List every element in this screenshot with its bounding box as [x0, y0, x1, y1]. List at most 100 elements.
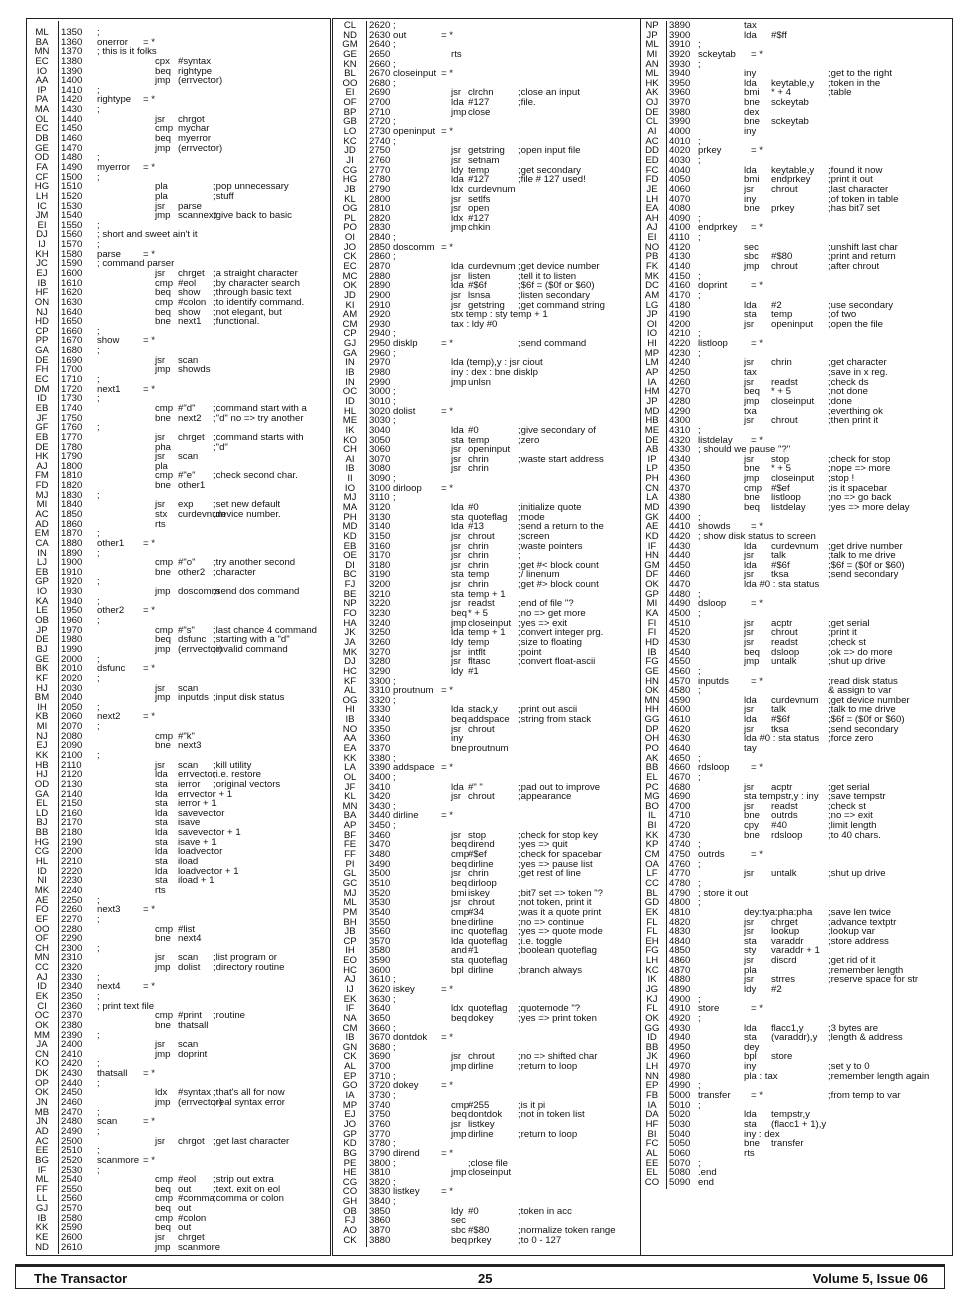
comment: ;give secondary of [518, 424, 596, 436]
line-number: 2940 [369, 328, 391, 340]
code-line: BI 4720 cpy #40 ;limit length [641, 821, 952, 831]
code-line: OG 2810 jsr open [333, 204, 640, 214]
listing-column-3: NP 3890 tax JP 3900 lda #$ff ML 3910; MI 3920 sckey… [640, 18, 953, 1256]
checksum: BI [647, 1128, 657, 1140]
comment: ;normalize token range [518, 1225, 616, 1236]
line-number: 2750 [369, 145, 391, 157]
opcode: iny [744, 126, 757, 138]
code-line: MN 3430; [333, 802, 640, 812]
label: ; [97, 422, 100, 434]
label: listloop [698, 338, 728, 350]
opcode: jsr [744, 704, 755, 716]
operand: dsloop [771, 646, 800, 658]
line-number: 4210 [669, 328, 691, 340]
label: sckeytab [698, 48, 736, 60]
checksum: GM [644, 559, 660, 571]
opcode: inc [451, 926, 464, 938]
line-number: 3160 [369, 540, 391, 552]
code-line: HG 1510 pla ;pop unnecessary [27, 182, 330, 192]
checksum: CL [645, 116, 659, 128]
listing-column-1: ML 1350; BA 1360 onerror = * MN 1370; this is i… [26, 18, 331, 1256]
line-number: 4920 [669, 1012, 691, 1024]
code-line: FJ 3860 sec [333, 1216, 640, 1226]
line-number: 1550 [61, 219, 83, 231]
code-line: EE 2510; [27, 1146, 330, 1156]
line-number: 3960 [669, 87, 691, 99]
comment: ;get #< block count [518, 559, 599, 571]
comment: ;length & address [828, 1032, 903, 1044]
checksum: GJ [35, 1203, 49, 1215]
line-number: 3140 [369, 521, 391, 533]
label: ; [97, 750, 100, 761]
checksum: BB [645, 1041, 659, 1053]
line-number: 3680 [369, 1041, 391, 1053]
label: ; [97, 672, 100, 684]
code-line: DP 4620 jsr tksa ;send secondary [641, 725, 952, 735]
code-line: ED 4030; [641, 156, 952, 166]
opcode: tax : ldy #0 [451, 318, 498, 330]
code-line: AN 3930; [641, 59, 952, 70]
operand: dontdok [468, 1109, 503, 1121]
line-number: 2190 [61, 836, 83, 848]
code-line: HJ 2030 jsr scan [27, 683, 330, 694]
opcode: cmp [744, 482, 763, 494]
comment: ;get rest of line [518, 868, 581, 880]
opcode: jsr [451, 540, 462, 552]
line-number: 2690 [369, 87, 391, 99]
comment: ;listen secondary [518, 289, 590, 301]
code-line: FE 3470 beq dirend ;yes => quit [333, 840, 640, 850]
opcode: = * [143, 1068, 156, 1080]
opcode: lda #0 : sta status [744, 579, 820, 591]
opcode: pla [155, 181, 168, 193]
code-line: OK 2890 lda #$6f ;$6f = ($0f or $60) [333, 281, 640, 291]
checksum: FD [35, 480, 49, 492]
opcode: jsr [155, 759, 166, 771]
opcode: jsr [744, 868, 755, 880]
comment: ;table [828, 87, 852, 99]
label: ; [698, 154, 701, 166]
opcode: = * [751, 521, 764, 533]
opcode: = * [441, 482, 454, 494]
opcode: ldy [744, 984, 757, 995]
checksum: HG [34, 181, 50, 193]
checksum: IB [345, 367, 355, 379]
code-line: FA 1490 myerror = * [27, 163, 330, 173]
line-number: 4500 [669, 608, 691, 620]
checksum: EC [35, 374, 49, 386]
line-number: 3250 [369, 627, 391, 639]
checksum: BJ [36, 817, 48, 829]
comment: ;by character search [213, 277, 300, 289]
label: store [698, 1003, 720, 1015]
code-line: KL 3420 jsr chrout ;appearance [333, 792, 640, 802]
label: listkey [393, 1186, 420, 1198]
operand: scan [178, 952, 199, 964]
label: ; [393, 1090, 396, 1102]
code-line: NO 3350 jsr chrout [333, 725, 640, 735]
checksum: IB [37, 277, 47, 289]
line-number: 3760 [369, 1118, 391, 1130]
code-line: FM 1810 cmp #"e" ;check second char. [27, 471, 330, 481]
line-number: 4160 [669, 280, 691, 292]
code-line: OG 3320; [333, 696, 640, 706]
line-number: 4020 [669, 145, 691, 157]
label: addspace [393, 762, 435, 774]
code-line: DK 2430 thatsall = * [27, 1069, 330, 1079]
code-line: KH 1580 parse = * [27, 250, 330, 260]
line-number: 2650 [369, 48, 391, 60]
checksum: EF [35, 913, 49, 925]
line-number: 3630 [369, 993, 391, 1005]
label: dsloop [698, 598, 727, 610]
comment: ;is it spacebar [828, 482, 888, 494]
code-line: ON 1630 cmp #colon ;to identify command. [27, 298, 330, 308]
operand: curdevnum [468, 183, 516, 195]
operand: (varaddr),y [771, 1032, 818, 1044]
checksum: BG [35, 1154, 49, 1166]
checksum: FC [645, 164, 659, 176]
checksum: EL [646, 1167, 658, 1179]
checksum: IL [647, 810, 656, 822]
opcode: jsr [744, 318, 755, 330]
comment: ;found it now [828, 164, 883, 176]
line-number: 2980 [369, 367, 391, 379]
operand: fltasc [468, 656, 491, 668]
comment: ;not in token list [518, 1109, 585, 1121]
